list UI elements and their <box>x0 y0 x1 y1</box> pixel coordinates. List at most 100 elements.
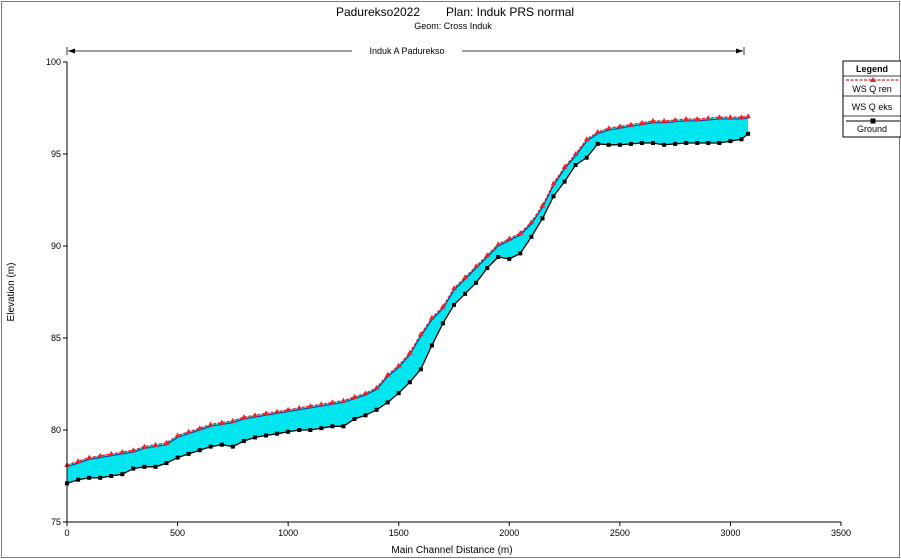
ground-point <box>606 142 611 147</box>
ground-point <box>330 424 335 429</box>
ground-point <box>463 291 468 296</box>
ground-point <box>142 464 147 469</box>
ground-point <box>186 451 191 456</box>
legend-entry-ws-q-eks: WS Q eks <box>852 102 893 112</box>
ground-point <box>440 321 445 326</box>
ground-point <box>474 280 479 285</box>
ground-point <box>153 464 158 469</box>
ws-q-ren-point <box>86 454 92 460</box>
ws-q-ren-point <box>661 117 667 123</box>
ground-point <box>230 444 235 449</box>
y-tick-label: 100 <box>46 57 61 67</box>
ground-point <box>175 455 180 460</box>
ws-q-ren-point <box>75 458 81 464</box>
legend: Legend WS Q ren WS Q eks Ground <box>842 60 901 138</box>
ws-q-ren-point <box>241 414 247 420</box>
ws-q-ren-point <box>274 408 280 414</box>
ground-point <box>739 137 744 142</box>
ws-q-ren-point <box>252 412 258 418</box>
ground-point <box>529 234 534 239</box>
ws-q-ren-point <box>639 119 645 125</box>
ws-q-ren-point <box>506 235 513 241</box>
ws-q-ren-point <box>407 349 413 355</box>
legend-entry-ws-q-ren: WS Q ren <box>852 84 892 94</box>
ground-point <box>109 474 114 478</box>
subtitle: Geom: Cross Induk <box>414 21 492 31</box>
ground-point <box>496 255 501 259</box>
ground-point <box>628 141 633 146</box>
ws-q-ren-point <box>285 406 291 412</box>
ground-point <box>695 141 700 145</box>
ws-q-ren-point <box>418 331 424 337</box>
y-ticks: 75 80 85 90 95 100 <box>46 57 67 527</box>
x-tick-label: 1000 <box>278 528 298 538</box>
ws-q-ren-point <box>219 419 225 425</box>
ws-q-ren-point <box>119 449 126 455</box>
x-tick-label: 1500 <box>389 528 409 538</box>
legend-entry-ground: Ground <box>857 124 887 134</box>
ground-point <box>385 400 390 405</box>
ground-point <box>673 141 678 146</box>
y-tick-label: 80 <box>51 425 61 435</box>
ground-point <box>706 141 711 145</box>
ground-point <box>518 251 523 256</box>
ws-q-ren-point <box>163 439 170 445</box>
ws-q-ren-point <box>727 114 734 120</box>
ground-point <box>197 448 202 453</box>
ws-q-ren-point <box>694 116 701 121</box>
ground-point <box>396 391 401 396</box>
ground-point <box>429 343 434 348</box>
ws-q-ren-point <box>606 125 612 131</box>
ws-q-ren-point <box>196 425 203 431</box>
ground-point <box>308 428 313 432</box>
ground-point <box>87 475 92 480</box>
ws-q-ren-point <box>617 123 623 129</box>
ground-point <box>584 155 589 160</box>
ws-q-ren-point <box>318 401 325 407</box>
ground-point <box>418 367 423 372</box>
ws-q-ren-point <box>307 403 314 409</box>
ground-point <box>286 429 291 434</box>
ws-q-ren-point <box>495 241 501 247</box>
ws-q-ren-point <box>373 384 380 390</box>
x-tick-label: 2500 <box>610 528 630 538</box>
ground-point <box>407 380 412 385</box>
ground-point <box>684 141 689 145</box>
ws-q-ren-point <box>141 443 148 449</box>
ws-q-ren-point <box>738 114 745 120</box>
ws-q-ren-point <box>152 441 159 447</box>
ground-point <box>573 163 578 167</box>
x-axis-label: Main Channel Distance (m) <box>391 545 512 556</box>
ground-point <box>131 466 136 471</box>
title-project: Padurekso2022 <box>336 5 420 19</box>
ws-q-ren-point <box>517 230 524 236</box>
ground-point <box>241 439 246 443</box>
ws-q-ren-point <box>462 274 468 280</box>
series-layer <box>64 113 751 486</box>
ws-q-ren-point <box>207 421 214 427</box>
ws-q-ren-point <box>672 117 678 122</box>
ws-q-ren-point <box>628 121 634 127</box>
ground-point <box>728 139 733 144</box>
x-tick-label: 500 <box>170 528 185 538</box>
x-ticks: 0 500 1000 1500 2000 2500 3000 3500 <box>64 522 851 538</box>
x-tick-label: 2000 <box>499 528 519 538</box>
ws-q-ren-point <box>230 417 236 423</box>
ws-q-ren-point <box>362 390 369 396</box>
ws-q-ren-point <box>97 452 103 458</box>
ws-q-ren-point <box>550 180 557 186</box>
x-tick-label: 3500 <box>831 528 851 538</box>
ground-point <box>319 426 324 431</box>
ws-q-ren-point <box>329 399 336 405</box>
ws-q-ren-point <box>528 219 535 225</box>
ws-q-ren-point <box>263 410 269 416</box>
ground-point <box>485 266 490 271</box>
ground-point <box>341 424 346 429</box>
ground-point <box>595 141 600 146</box>
ws-q-ren-point <box>594 128 601 134</box>
ws-q-ren-point <box>351 393 358 399</box>
y-tick-label: 90 <box>51 241 61 251</box>
ground-point <box>662 142 667 147</box>
